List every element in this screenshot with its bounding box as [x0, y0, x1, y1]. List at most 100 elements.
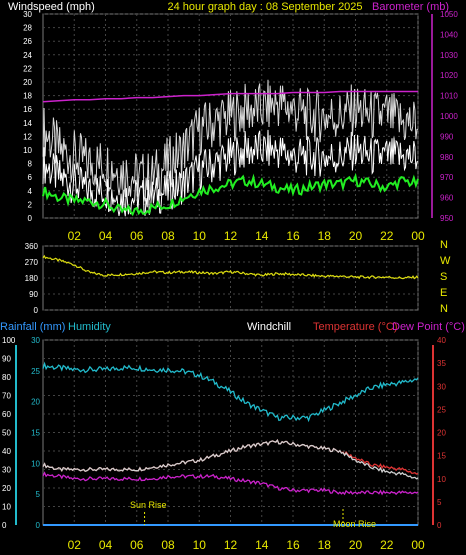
barometer-tick-label: 1040	[440, 30, 458, 39]
direction-x-tick-label: 16	[293, 318, 295, 320]
windspeed-tick-label: 16	[23, 105, 32, 114]
humidity-tick-label: 50	[2, 429, 11, 438]
temp-x-tick-label: 22	[380, 538, 394, 552]
humidity-tick-label: 60	[2, 410, 11, 419]
humidity-tick-label: 10	[2, 503, 11, 512]
temperature-tick-label: 40	[437, 336, 446, 345]
direction-x-tick-label: 08	[168, 318, 170, 320]
temperature-label: Temperature (°C)	[313, 321, 397, 333]
windspeed-tick-label: 0	[28, 214, 33, 223]
barometer-tick-label: 960	[440, 194, 454, 203]
direction-degree-ticks: 0 90 180 270 360	[25, 242, 39, 315]
humidity-label: Humidity	[68, 321, 111, 333]
wind-x-tick-label: 22	[380, 229, 394, 243]
windspeed-tick-label: 26	[23, 37, 32, 46]
rainfall-ticks: 0 5 10 15 20 25 30	[31, 336, 40, 530]
direction-x-tick-label: 12	[231, 318, 233, 320]
direction-x-tick-label: 10	[199, 318, 201, 320]
barometer-tick-label: 990	[440, 132, 454, 141]
humidity-tick-label: 20	[2, 484, 11, 493]
wind-x-tick-label: 04	[99, 229, 113, 243]
rainfall-label: Rainfall (mm)	[0, 321, 65, 333]
wind-x-tick-label: 08	[161, 229, 175, 243]
temp-x-tick-label: 16	[286, 538, 300, 552]
temp-x-ticks: 02 04 06 08 10 12 14 16 18 20 22 00	[68, 538, 425, 552]
temp-x-tick-label: 20	[349, 538, 363, 552]
dewpoint-label: Dew Point (°C)	[392, 321, 465, 333]
windspeed-tick-label: 28	[23, 24, 32, 33]
direction-x-tick-label: 02	[74, 318, 76, 320]
windspeed-tick-label: 10	[23, 146, 32, 155]
wind-series	[42, 79, 419, 217]
direction-x-tick-label: 04	[106, 318, 108, 320]
rainfall-tick-label: 30	[31, 336, 40, 345]
wind-x-ticks: 02 04 06 08 10 12 14 16 18 20 22 00	[68, 229, 425, 243]
dewpoint-line	[42, 471, 419, 496]
direction-tick-label: 270	[25, 258, 39, 267]
direction-x-tick-label: 22	[387, 318, 389, 320]
temp-x-tick-label: 08	[161, 538, 175, 552]
windspeed-tick-label: 20	[23, 78, 32, 87]
temp-x-tick-label: 02	[68, 538, 82, 552]
barometer-axis-title: Barometer (mb)	[372, 1, 449, 13]
windspeed-tick-label: 24	[23, 51, 32, 60]
wind-x-tick-label: 20	[349, 229, 363, 243]
wind-x-tick-label: 06	[130, 229, 144, 243]
direction-x-tick-label: 06	[137, 318, 139, 320]
direction-tick-label: 0	[34, 306, 39, 315]
windspeed-tick-label: 18	[23, 92, 32, 101]
compass-tick-label: E	[440, 287, 447, 299]
windspeed-tick-label: 8	[28, 160, 33, 169]
barometer-tick-label: 980	[440, 153, 454, 162]
wind-x-tick-label: 16	[286, 229, 300, 243]
barometer-tick-label: 1020	[440, 71, 458, 80]
temp-x-tick-label: 12	[224, 538, 238, 552]
wind-x-tick-label: 02	[68, 229, 82, 243]
humidity-line	[42, 361, 419, 423]
temp-x-tick-label: 04	[99, 538, 113, 552]
windspeed-line	[42, 129, 419, 217]
temperature-tick-label: 10	[437, 475, 446, 484]
compass-tick-label: W	[440, 255, 451, 267]
rainfall-tick-label: 25	[31, 367, 40, 376]
windspeed-tick-label: 30	[23, 10, 32, 19]
humidity-tick-label: 90	[2, 355, 11, 364]
wind-gust-line	[42, 79, 419, 202]
barometer-ticks: 950 960 970 980 990 1000 1010 1020 1030 1040 1050	[440, 10, 458, 223]
windchill-line	[42, 438, 419, 480]
direction-gridlines	[43, 245, 419, 311]
direction-tick-label: 360	[25, 242, 39, 251]
rainfall-tick-label: 5	[36, 490, 41, 499]
windspeed-axis-title: Windspeed (mph)	[8, 1, 95, 13]
rainfall-tick-label: 20	[31, 398, 40, 407]
temperature-tick-label: 20	[437, 429, 446, 438]
rainfall-tick-label: 10	[31, 459, 40, 468]
temperature-series	[42, 361, 419, 526]
temperature-tick-label: 0	[437, 521, 442, 530]
compass-tick-label: S	[440, 271, 447, 283]
humidity-tick-label: 40	[2, 447, 11, 456]
wind-x-tick-label: 00	[411, 229, 425, 243]
wind-x-tick-label: 12	[224, 229, 238, 243]
windspeed-tick-label: 4	[28, 187, 33, 196]
temp-x-tick-label: 06	[130, 538, 144, 552]
wind-direction-line	[42, 254, 419, 280]
barometer-tick-label: 1030	[440, 51, 458, 60]
temperature-tick-label: 15	[437, 452, 446, 461]
rainfall-tick-label: 15	[31, 429, 40, 438]
direction-x-tick-label: 00	[418, 318, 420, 320]
humidity-tick-label: 80	[2, 373, 11, 382]
temperature-tick-label: 30	[437, 382, 446, 391]
humidity-ticks: 0 10 20 30 40 50 60 70 80 90 100	[2, 336, 16, 530]
direction-tick-label: 180	[25, 274, 39, 283]
temperature-ticks: 0 5 10 15 20 25 30 35 40	[437, 336, 446, 530]
wind-x-tick-label: 14	[255, 229, 269, 243]
humidity-tick-label: 70	[2, 392, 11, 401]
compass-tick-label: N	[440, 239, 448, 251]
barometer-tick-label: 970	[440, 173, 454, 182]
windspeed-tick-label: 12	[23, 132, 32, 141]
temperature-gridlines	[43, 339, 419, 526]
